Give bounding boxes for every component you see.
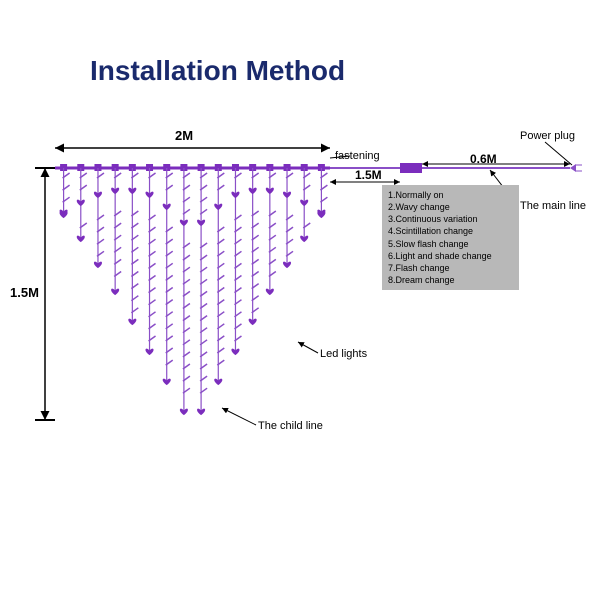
mode-item: 6.Light and shade change xyxy=(388,250,513,262)
modes-list-box: 1.Normally on 2.Wavy change 3.Continuous… xyxy=(382,185,519,290)
height-dimension-label: 1.5M xyxy=(10,285,39,300)
mode-item: 5.Slow flash change xyxy=(388,238,513,250)
mode-item: 8.Dream change xyxy=(388,274,513,286)
mode-item: 1.Normally on xyxy=(388,189,513,201)
mode-item: 2.Wavy change xyxy=(388,201,513,213)
mode-item: 7.Flash change xyxy=(388,262,513,274)
cable-seg1-label: 1.5M xyxy=(355,168,382,182)
cable-seg2-label: 0.6M xyxy=(470,152,497,166)
mode-item: 3.Continuous variation xyxy=(388,213,513,225)
installation-diagram xyxy=(0,0,600,600)
child-line-label: The child line xyxy=(258,420,323,432)
power-plug-label: Power plug xyxy=(520,130,575,142)
width-dimension-label: 2M xyxy=(175,128,193,143)
led-lights-label: Led lights xyxy=(320,348,367,360)
mode-item: 4.Scintillation change xyxy=(388,225,513,237)
main-line-label: The main line xyxy=(520,200,586,212)
fastening-label: fastening xyxy=(335,150,380,162)
